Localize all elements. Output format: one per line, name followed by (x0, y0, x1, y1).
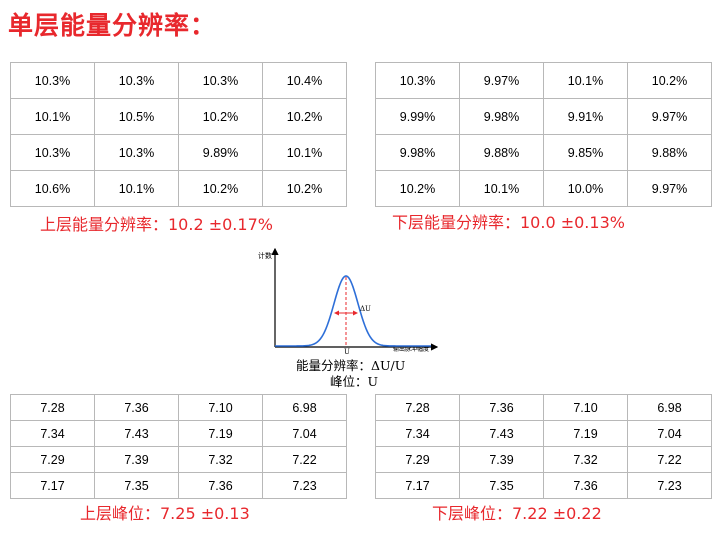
peak-cell: 7.43 (459, 420, 544, 447)
resolution-cell: 10.1% (10, 98, 95, 135)
resolution-cell: 9.97% (627, 98, 712, 135)
resolution-cell: 10.6% (10, 170, 95, 207)
resolution-cell: 9.97% (627, 170, 712, 207)
peak-cell: 7.04 (627, 420, 712, 447)
peak-cell: 7.19 (543, 420, 628, 447)
peak-cell: 7.34 (375, 420, 460, 447)
peak-cell: 7.35 (459, 472, 544, 499)
peak-gap (347, 447, 376, 473)
formula-block: 能量分辨率：ΔU/U 峰位：U (296, 358, 416, 390)
resolution-cell: 9.98% (375, 134, 460, 171)
resolution-cell: 10.4% (262, 62, 347, 99)
peak-cell: 7.19 (178, 420, 263, 447)
peak-gap (347, 473, 376, 499)
peak-cell: 7.22 (262, 446, 347, 473)
resolution-row: 10.3% 10.3% 10.3% 10.4% 10.3% 9.97% 10.1% 10.2% (10, 62, 712, 99)
peak-u-label: U (344, 348, 350, 355)
peak-position-formula: 峰位：U (330, 374, 379, 389)
resolution-gap (347, 135, 376, 171)
resolution-cell: 10.2% (178, 98, 263, 135)
resolution-gap (347, 171, 376, 207)
peak-cell: 7.22 (627, 446, 712, 473)
peak-cell: 7.04 (262, 420, 347, 447)
peak-cell: 7.32 (543, 446, 628, 473)
upper-resolution-caption: 上层能量分辨率：10.2 ±0.17% (40, 215, 273, 234)
peak-cell: 7.34 (10, 420, 95, 447)
peak-cell: 7.39 (94, 446, 179, 473)
resolution-gap (347, 99, 376, 135)
resolution-cell: 9.88% (459, 134, 544, 171)
resolution-cell: 9.85% (543, 134, 628, 171)
peak-cell: 7.28 (375, 394, 460, 421)
resolution-cell: 10.2% (262, 98, 347, 135)
peak-cell: 7.23 (627, 472, 712, 499)
peak-cell: 7.17 (375, 472, 460, 499)
resolution-cell: 10.3% (94, 134, 179, 171)
resolution-cell: 10.1% (94, 170, 179, 207)
peak-cell: 7.35 (94, 472, 179, 499)
resolution-cell: 10.1% (459, 170, 544, 207)
resolution-row: 10.1% 10.5% 10.2% 10.2% 9.99% 9.98% 9.91% 9.97% (10, 98, 712, 135)
resolution-cell: 9.89% (178, 134, 263, 171)
resolution-cell: 10.1% (262, 134, 347, 171)
peak-cell: 7.17 (10, 472, 95, 499)
peak-cell: 7.36 (94, 394, 179, 421)
peak-cell: 7.23 (262, 472, 347, 499)
peak-cell: 7.36 (459, 394, 544, 421)
resolution-cell: 10.3% (10, 134, 95, 171)
page-title: 单层能量分辨率： (8, 11, 217, 40)
resolution-cell: 9.98% (459, 98, 544, 135)
resolution-cell: 9.91% (543, 98, 628, 135)
peak-cell: 7.43 (94, 420, 179, 447)
peak-diagram: 计数 输出脉冲幅度 ΔU U (258, 247, 439, 355)
resolution-cell: 10.2% (178, 170, 263, 207)
resolution-cell: 10.0% (543, 170, 628, 207)
resolution-cell: 10.3% (94, 62, 179, 99)
peak-cell: 7.36 (178, 472, 263, 499)
peak-cell: 7.29 (375, 446, 460, 473)
resolution-cell: 10.2% (262, 170, 347, 207)
delta-u-label: ΔU (360, 305, 371, 313)
resolution-cell: 10.2% (627, 62, 712, 99)
peak-gap (347, 421, 376, 447)
lower-resolution-caption: 下层能量分辨率：10.0 ±0.13% (392, 213, 625, 232)
lower-peak-caption: 下层峰位：7.22 ±0.22 (432, 504, 602, 523)
resolution-cell: 9.99% (375, 98, 460, 135)
resolution-row: 10.3% 10.3% 9.89% 10.1% 9.98% 9.88% 9.85% 9.88% (10, 134, 712, 171)
resolution-cell: 10.3% (178, 62, 263, 99)
resolution-cell: 9.88% (627, 134, 712, 171)
peak-cell: 7.32 (178, 446, 263, 473)
resolution-cell: 10.2% (375, 170, 460, 207)
peak-cell: 7.39 (459, 446, 544, 473)
resolution-row: 10.6% 10.1% 10.2% 10.2% 10.2% 10.1% 10.0% 9.97% (10, 170, 712, 207)
y-axis-label: 计数 (258, 251, 272, 260)
resolution-cell: 10.3% (375, 62, 460, 99)
resolution-gap (347, 63, 376, 99)
resolution-cell: 10.1% (543, 62, 628, 99)
peak-row: 7.34 7.43 7.19 7.04 7.34 7.43 7.19 7.04 (10, 420, 712, 447)
resolution-table: 10.3% 10.3% 10.3% 10.4% 10.3% 9.97% 10.1% 10.2%… (10, 62, 712, 207)
x-axis-label: 输出脉冲幅度 (393, 345, 429, 353)
peak-row: 7.17 7.35 7.36 7.23 7.17 7.35 7.36 7.23 (10, 472, 712, 499)
peak-cell: 7.10 (543, 394, 628, 421)
peak-row: 7.28 7.36 7.10 6.98 7.28 7.36 7.10 6.98 (10, 394, 712, 421)
upper-peak-caption: 上层峰位：7.25 ±0.13 (80, 504, 250, 523)
energy-resolution-formula: 能量分辨率：ΔU/U (296, 358, 406, 373)
peak-cell: 6.98 (627, 394, 712, 421)
peak-cell: 6.98 (262, 394, 347, 421)
peak-curve (275, 275, 431, 347)
peak-cell: 7.29 (10, 446, 95, 473)
peak-row: 7.29 7.39 7.32 7.22 7.29 7.39 7.32 7.22 (10, 446, 712, 473)
peak-cell: 7.36 (543, 472, 628, 499)
peak-cell: 7.10 (178, 394, 263, 421)
resolution-cell: 10.3% (10, 62, 95, 99)
resolution-cell: 10.5% (94, 98, 179, 135)
peak-cell: 7.28 (10, 394, 95, 421)
resolution-cell: 9.97% (459, 62, 544, 99)
peak-gap (347, 395, 376, 421)
peak-table: 7.28 7.36 7.10 6.98 7.28 7.36 7.10 6.98 7.34 7.43… (10, 394, 712, 499)
